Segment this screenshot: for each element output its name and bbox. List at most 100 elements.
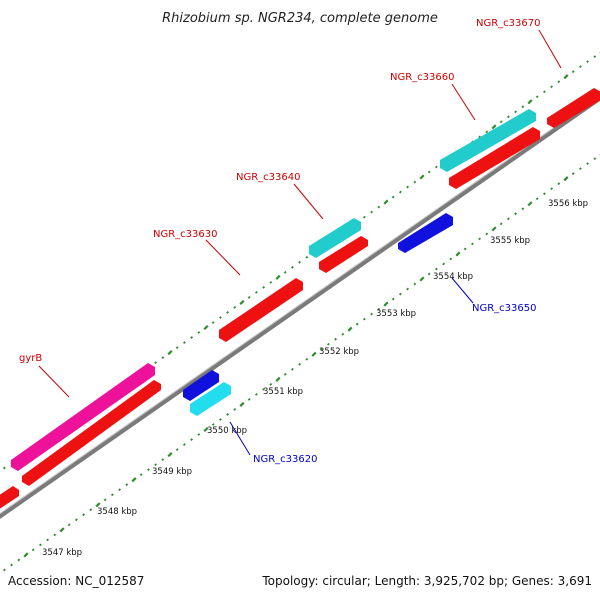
scale-label: 3552 kbp [319,347,359,357]
tick-dot [175,346,179,349]
genome-backbone-highlight [0,94,600,515]
summary-text: Topology: circular; Length: 3,925,702 bp… [261,574,592,588]
gene-label[interactable]: gyrB [19,353,42,364]
tick-dot [557,182,561,186]
reverse-gene-bars [183,213,453,416]
outer-gene-bars [11,109,536,471]
tick-dot [2,466,6,470]
gene-bar-NGR_c33640[interactable] [309,218,361,258]
tick-dot [203,324,209,331]
tick-dot [398,292,402,296]
tick-dot [74,518,78,522]
tick-dot [463,247,467,251]
tick-dot [290,367,294,371]
tick-dot [491,124,497,130]
gene-bar[interactable] [547,88,600,128]
tick-dot [377,205,381,209]
tick-dot [578,167,582,171]
tick-dot [586,60,590,64]
tick-dot [269,280,273,284]
tick-dot [499,120,503,124]
tick-dot [406,287,410,291]
tick-dot [305,357,309,361]
tick-dot [167,350,173,356]
tick-dot [46,538,50,542]
scale-label: 3547 kbp [42,548,82,558]
tick-dot [521,105,525,109]
tick-dot [262,285,266,289]
tick-dot [362,215,366,219]
tick-dot [557,80,561,84]
tick-dot [10,563,14,567]
tick-dot [413,282,417,286]
tick-dot [535,197,539,201]
tick-dot [347,326,353,332]
gene-bar[interactable] [449,127,540,189]
tick-dot [226,311,230,314]
gene-label[interactable]: NGR_c33670 [476,18,541,29]
tick-dot [542,90,546,94]
gene-bar-NGR_c33650[interactable] [398,213,453,253]
tick-dot [298,260,302,264]
tick-dot [383,301,389,307]
gene-label[interactable]: NGR_c33620 [253,454,318,465]
scale-label: 3554 kbp [433,272,473,282]
tick-dot [391,195,395,199]
tick-dot [419,174,425,180]
gene-bar-NGR_c33660[interactable] [440,109,536,172]
tick-dot [334,337,338,341]
tick-dot [254,290,258,294]
tick-dot [110,493,114,497]
gene-bar-NGR_c33620[interactable] [190,382,231,416]
tick-dot [154,361,158,365]
gene-label[interactable]: NGR_c33650 [472,303,537,314]
tick-dot [571,172,575,176]
gene-bar[interactable] [319,236,368,273]
map-title: Rhizobium sp. NGR234, complete genome [162,11,438,26]
tick-dot [38,543,42,547]
tick-dot [197,331,201,334]
tick-dot [167,452,173,458]
tick-dot [53,533,57,537]
tick-dot [593,55,597,59]
tick-dot [341,332,345,336]
leader-line [38,365,70,398]
tick-dot [578,65,582,69]
gene-bar[interactable] [183,370,219,401]
leader-line [538,29,562,69]
tick-dot [377,307,381,311]
tick-dot [190,336,194,339]
gene-bar-gyrB[interactable] [11,363,155,471]
tick-dot [139,473,143,477]
gene-label[interactable]: NGR_c33630 [153,229,218,240]
tick-dot [59,527,65,533]
tick-dot [275,274,281,280]
tick-dot [203,426,209,433]
tick-dot [506,115,510,119]
tick-dot [563,74,569,80]
scale-label: 3551 kbp [263,387,303,397]
tick-dot [485,232,489,236]
gene-bar[interactable] [22,380,161,486]
gene-label[interactable]: NGR_c33640 [236,172,301,183]
tick-dot [434,165,438,169]
tick-dot [247,296,251,299]
gene-bar[interactable] [0,486,19,512]
accession-text: Accession: NC_012587 [8,574,144,588]
tick-dot [218,418,222,421]
gene-label[interactable]: NGR_c33660 [390,72,455,83]
tick-dot [298,362,302,366]
scale-label: 3556 kbp [548,199,588,209]
gene-bar[interactable] [219,278,303,342]
tick-dot [23,552,29,558]
tick-dot [31,548,35,552]
tick-dot [514,212,518,216]
tick-dot [434,267,438,271]
leader-line [205,239,241,276]
tick-dot [103,498,107,502]
scale-label: 3555 kbp [490,236,530,246]
tick-dot [485,130,489,134]
tick-dot [535,95,539,99]
tick-dot [95,502,101,508]
tick-dot [17,558,21,562]
